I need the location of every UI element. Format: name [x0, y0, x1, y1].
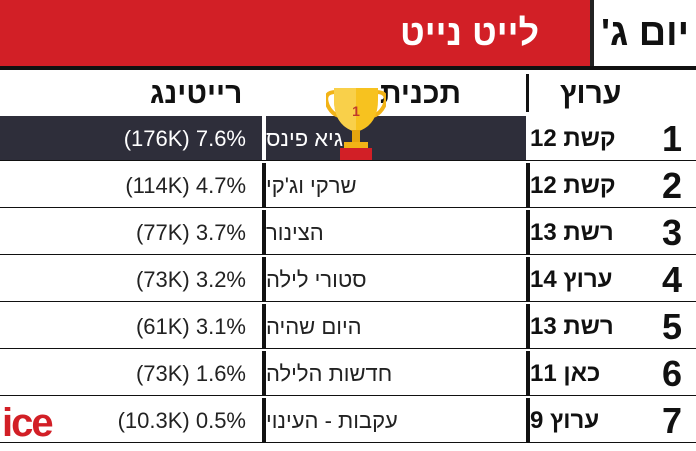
rating-cell: (176K) 7.6%	[123, 125, 246, 151]
table-row: (77K) 3.7% הצינור רשת 13 3	[0, 210, 696, 255]
channel-cell: קשת 12	[530, 116, 648, 161]
column-divider	[262, 304, 266, 349]
column-divider	[526, 74, 529, 112]
table-row: (10.3K) 0.5% עקבות - העינוי ערוץ 9 7	[0, 398, 696, 443]
column-divider	[262, 210, 266, 255]
rating-cell: (77K) 3.7%	[135, 219, 246, 245]
rank-cell: 6	[661, 352, 683, 394]
column-divider	[262, 116, 266, 161]
rating-cell: (10.3K) 0.5%	[117, 407, 246, 433]
rank-cell: 2	[661, 164, 683, 206]
column-divider	[262, 351, 266, 396]
channel-cell: רשת 13	[530, 312, 614, 340]
row-divider	[0, 207, 696, 208]
logo-text: ice	[2, 401, 52, 442]
show-cell: חדשות הלילה	[266, 360, 393, 386]
show-cell: הצינור	[266, 219, 324, 245]
column-divider	[262, 257, 266, 302]
row-divider	[0, 160, 696, 161]
rank-cell: 1	[648, 116, 696, 161]
row-divider	[0, 442, 696, 443]
column-divider	[526, 398, 530, 443]
row-divider	[0, 254, 696, 255]
channel-cell: ערוץ 9	[530, 406, 600, 434]
channel-cell: רשת 13	[530, 218, 614, 246]
column-divider	[262, 398, 266, 443]
table-row: (61K) 3.1% היום שהיה רשת 13 5	[0, 304, 696, 349]
rating-cell: (114K) 4.7%	[125, 172, 246, 198]
show-cell: גיא פינס	[266, 125, 344, 151]
column-divider	[262, 163, 266, 208]
ice-logo: ice	[2, 401, 54, 442]
column-divider	[526, 116, 530, 161]
column-header-rating: רייטינג	[150, 77, 243, 110]
column-divider	[526, 351, 530, 396]
show-cell: שרקי וג'קי	[266, 172, 357, 198]
row-divider	[0, 348, 696, 349]
rank-cell: 4	[661, 258, 683, 300]
rank-cell: 5	[661, 305, 683, 347]
rating-cell: (61K) 3.1%	[135, 313, 246, 339]
column-divider	[526, 163, 530, 208]
column-divider	[526, 210, 530, 255]
column-divider	[526, 304, 530, 349]
show-cell: סטורי לילה	[266, 266, 367, 292]
row-divider	[0, 301, 696, 302]
trophy-rank-label: 1	[352, 103, 360, 119]
table-row: (73K) 3.2% סטורי לילה ערוץ 14 4	[0, 257, 696, 302]
channel-cell: כאן 11	[530, 359, 601, 387]
rank-cell: 7	[661, 399, 683, 441]
header-divider	[0, 66, 696, 70]
day-label: יום ג'	[590, 0, 696, 66]
rating-cell: (73K) 3.2%	[135, 266, 246, 292]
channel-cell: ערוץ 14	[530, 265, 613, 293]
table-row: (114K) 4.7% שרקי וג'קי קשת 12 2	[0, 163, 696, 208]
rating-cell: (73K) 1.6%	[135, 360, 246, 386]
show-cell: עקבות - העינוי	[266, 407, 398, 433]
row-divider	[0, 395, 696, 396]
column-header-show: תכנית	[380, 77, 462, 110]
table-row: (73K) 1.6% חדשות הלילה כאן 11 6	[0, 351, 696, 396]
channel-cell: קשת 12	[530, 171, 616, 199]
page-title: לייט נייט	[400, 12, 540, 53]
column-divider	[526, 257, 530, 302]
trophy-icon: 1	[326, 88, 386, 160]
header-bar	[0, 0, 590, 66]
table-row: (176K) 7.6% גיא פינס קשת 12 1	[0, 116, 696, 161]
column-header-channel: ערוץ	[560, 77, 622, 110]
show-cell: היום שהיה	[266, 313, 362, 339]
rank-cell: 3	[661, 211, 683, 253]
